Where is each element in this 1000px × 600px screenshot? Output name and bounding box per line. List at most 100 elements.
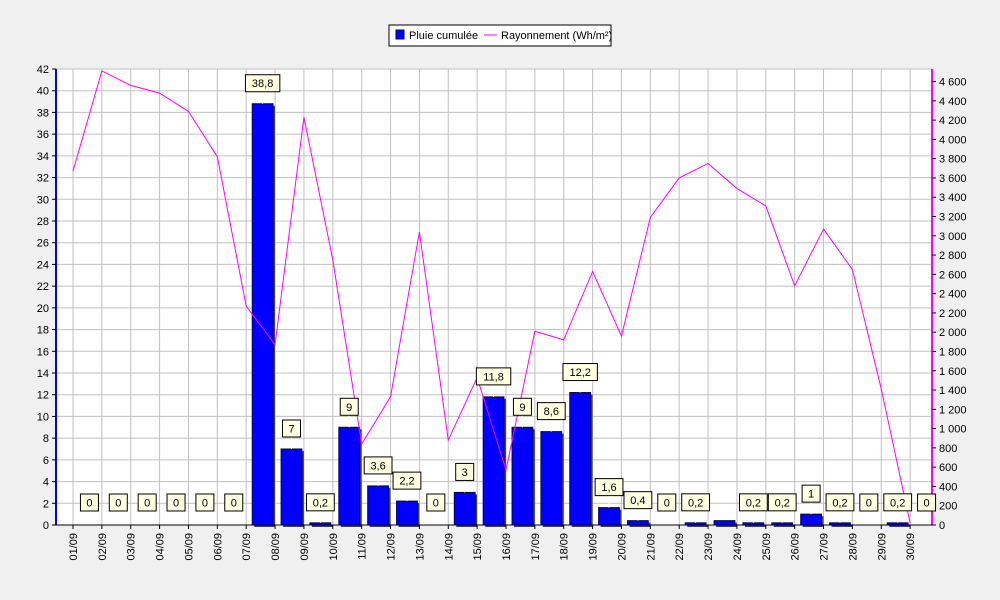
y-right-tick-label: 3 200 [939, 212, 967, 224]
x-tick-label: 24/09 [732, 533, 744, 561]
bar [251, 103, 274, 526]
bar [627, 520, 649, 526]
value-label: 0 [86, 498, 92, 510]
legend-label-rain: Pluie cumulée [409, 30, 478, 42]
y-left-tick-label: 28 [37, 216, 49, 228]
y-right-tick-label: 3 600 [939, 173, 967, 185]
x-tick-label: 13/09 [414, 533, 426, 561]
bar-shadow [889, 524, 911, 527]
legend-swatch-rain [395, 29, 405, 40]
value-label: 1 [808, 489, 814, 501]
x-tick-label: 10/09 [328, 533, 340, 561]
value-label-box [108, 493, 128, 512]
y-left-tick-label: 34 [37, 151, 49, 163]
y-right-tick-label: 1 200 [939, 404, 967, 416]
value-label-box [392, 471, 422, 490]
x-tick-label: 30/09 [905, 533, 917, 561]
value-label-box [562, 363, 598, 382]
y-left-tick-label: 8 [43, 433, 49, 445]
value-label-box [79, 493, 99, 512]
y-right-tick-label: 4 600 [939, 77, 967, 89]
y-right-tick-label: 4 000 [939, 134, 967, 146]
value-label: 0,2 [832, 497, 847, 509]
x-tick-label: 08/09 [270, 533, 282, 561]
value-label: 8,6 [544, 406, 559, 418]
y-left-tick-label: 30 [37, 194, 49, 206]
value-label-box [455, 462, 475, 481]
x-tick-label: 05/09 [183, 533, 195, 561]
value-label: 3 [462, 467, 468, 479]
value-label: 11,8 [483, 371, 504, 383]
value-label: 0,4 [630, 495, 645, 507]
y-left-tick-label: 2 [43, 498, 49, 510]
y-left-tick-label: 10 [37, 411, 49, 423]
value-label-box [883, 493, 913, 512]
x-tick-label: 12/09 [386, 533, 398, 561]
y-right-tick-label: 1 800 [939, 346, 967, 358]
legend-label-radiation: Rayonnement (Wh/m²) [501, 30, 612, 42]
y-left-tick-label: 38 [37, 107, 49, 119]
x-tick-label: 25/09 [761, 533, 773, 561]
value-label: 0,2 [313, 497, 328, 509]
x-tick-label: 28/09 [847, 533, 859, 561]
value-label: 0 [115, 498, 121, 510]
value-label-box [512, 397, 532, 416]
y-right-tick-label: 2 600 [939, 269, 967, 281]
y-right-tick-label: 600 [939, 462, 957, 474]
value-label-box [681, 493, 711, 512]
y-right-tick-label: 2 800 [939, 250, 967, 262]
radiation-line [72, 70, 911, 524]
value-label: 38,8 [252, 78, 273, 90]
y-right-tick-label: 1 600 [939, 366, 967, 378]
y-right-tick-label: 1 000 [939, 424, 967, 436]
bar-shadow [831, 524, 853, 527]
value-label-box [305, 493, 335, 512]
y-right-tick-label: 4 400 [939, 96, 967, 108]
x-tick-label: 15/09 [472, 533, 484, 561]
y-right-tick-label: 1 400 [939, 385, 967, 397]
y-right-tick-label: 3 400 [939, 192, 967, 204]
value-label-box [475, 367, 512, 386]
value-label: 7 [288, 424, 294, 436]
bar [482, 396, 505, 526]
y-right-tick-label: 400 [939, 481, 957, 493]
x-tick-label: 27/09 [819, 533, 831, 561]
y-right-tick-label: 3 800 [939, 154, 967, 166]
bar [713, 520, 736, 526]
y-left-tick-label: 6 [43, 455, 49, 467]
value-label: 0 [231, 498, 237, 510]
bar [338, 426, 361, 526]
value-label-box [859, 493, 879, 512]
bar-shadow [311, 524, 333, 527]
x-tick-label: 16/09 [501, 533, 513, 561]
value-label: 0,2 [746, 497, 761, 509]
y-left-tick-label: 42 [37, 64, 49, 76]
value-label-box [767, 493, 797, 512]
value-label: 0 [664, 498, 670, 510]
y-right-tick-label: 2 200 [939, 308, 967, 320]
bar [511, 426, 534, 526]
legend: Pluie cumulée Rayonnement (Wh/m²) [388, 24, 612, 47]
value-label: 1,6 [601, 482, 616, 494]
value-label-box [917, 493, 937, 512]
y-left-tick-label: 40 [37, 86, 49, 98]
value-label-box [623, 491, 653, 510]
y-left-tick-label: 32 [37, 173, 49, 185]
value-label: 12,2 [569, 367, 590, 379]
y-left-tick-label: 12 [37, 390, 49, 402]
x-tick-label: 22/09 [674, 533, 686, 561]
value-label-box [657, 493, 677, 512]
radiation-line-group [72, 70, 911, 524]
value-label-box [282, 419, 301, 438]
x-tick-label: 09/09 [299, 533, 311, 561]
y-right-tick-label: 0 [939, 520, 945, 532]
x-tick-label: 04/09 [155, 533, 167, 561]
x-tick-label: 20/09 [616, 533, 628, 561]
value-label-box [801, 484, 821, 503]
value-label: 0,2 [688, 497, 703, 509]
value-label: 2,2 [399, 476, 414, 488]
value-label: 0 [202, 498, 208, 510]
value-label-box [339, 397, 359, 416]
value-label: 0 [924, 498, 930, 510]
